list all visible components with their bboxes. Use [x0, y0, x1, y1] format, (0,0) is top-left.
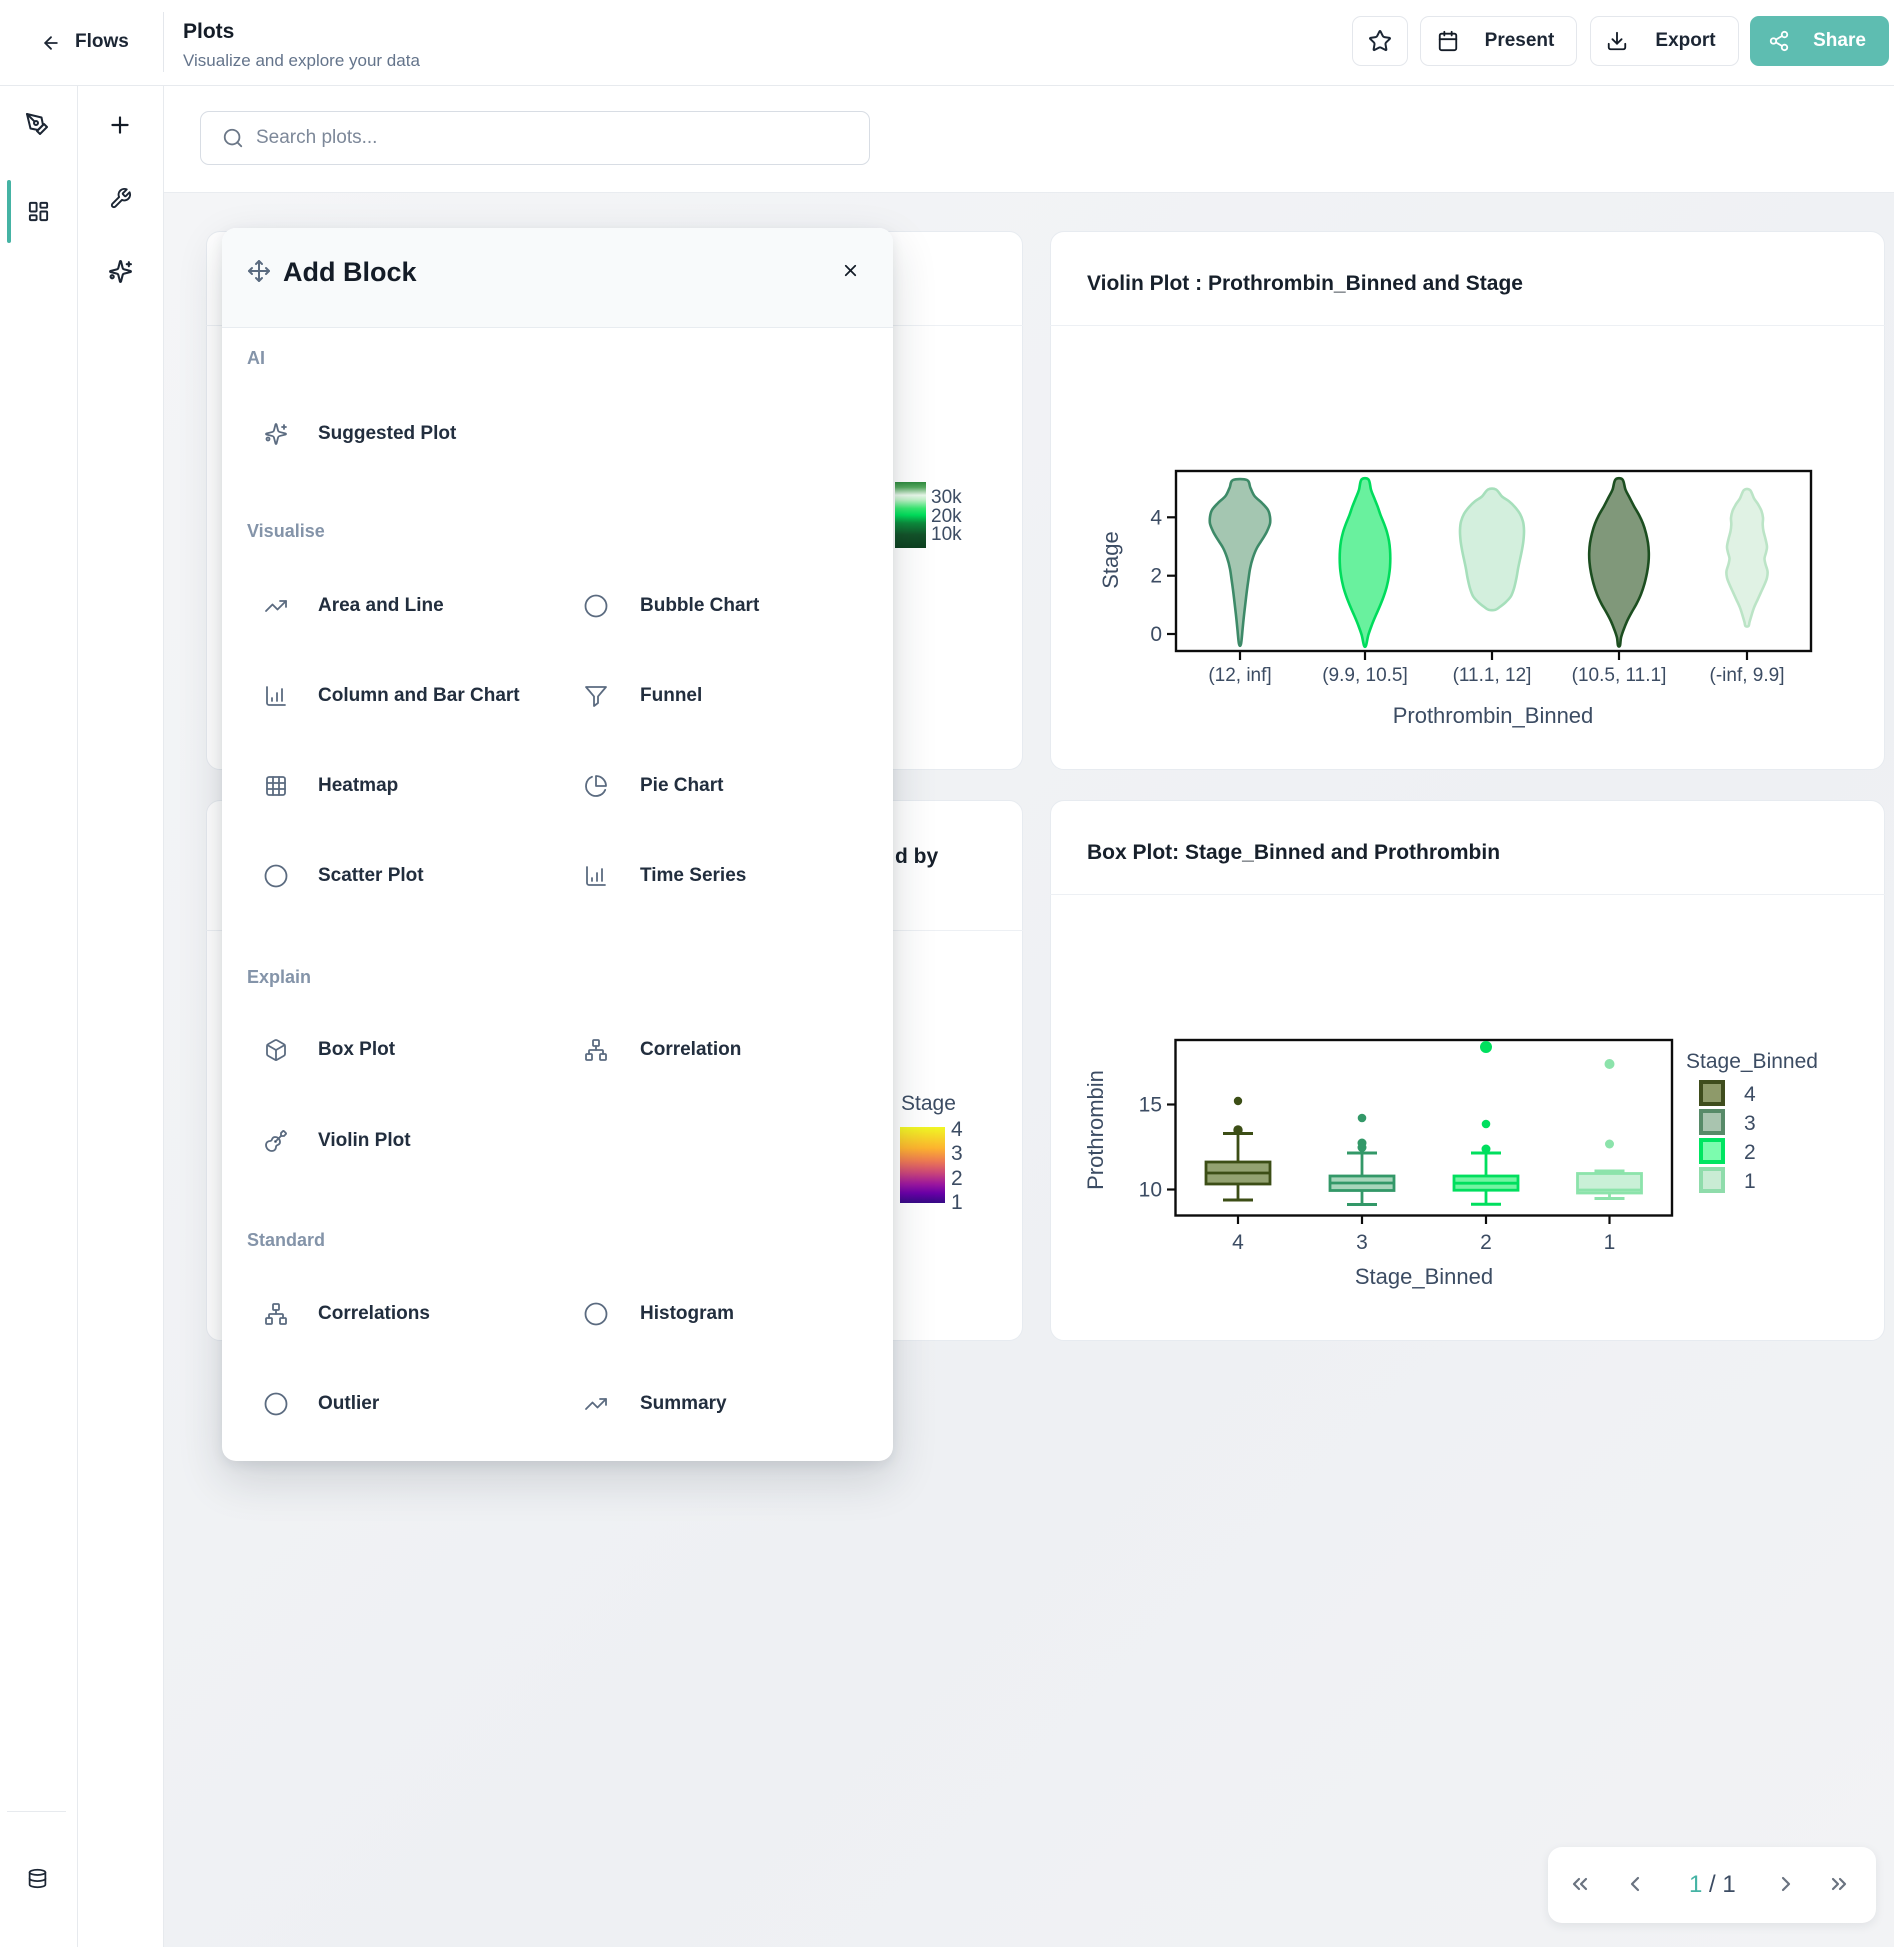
svg-text:0: 0 [1150, 623, 1162, 646]
svg-text:Stage_Binned: Stage_Binned [1355, 1264, 1493, 1289]
svg-text:1: 1 [1604, 1231, 1616, 1254]
svg-text:4: 4 [1232, 1231, 1244, 1254]
svg-text:Prothrombin: Prothrombin [1083, 1070, 1108, 1190]
svg-text:Prothrombin_Binned: Prothrombin_Binned [1393, 703, 1594, 728]
svg-text:(-inf, 9.9]: (-inf, 9.9] [1710, 665, 1785, 686]
svg-text:2: 2 [1150, 565, 1162, 588]
svg-text:Stage_Binned: Stage_Binned [1686, 1050, 1818, 1073]
svg-text:4: 4 [1744, 1083, 1756, 1106]
svg-text:(11.1, 12]: (11.1, 12] [1453, 665, 1532, 686]
svg-text:1: 1 [1744, 1170, 1756, 1193]
svg-text:3: 3 [1744, 1112, 1756, 1135]
svg-text:Stage: Stage [1098, 531, 1123, 589]
svg-text:10: 10 [1139, 1179, 1162, 1202]
svg-text:(9.9, 10.5]: (9.9, 10.5] [1322, 665, 1408, 686]
svg-text:(12, inf]: (12, inf] [1208, 665, 1271, 686]
svg-text:4: 4 [1150, 506, 1162, 529]
svg-text:3: 3 [1356, 1231, 1368, 1254]
svg-text:2: 2 [1744, 1141, 1756, 1164]
svg-text:2: 2 [1480, 1231, 1492, 1254]
svg-text:15: 15 [1139, 1094, 1162, 1117]
svg-text:(10.5, 11.1]: (10.5, 11.1] [1572, 665, 1667, 686]
